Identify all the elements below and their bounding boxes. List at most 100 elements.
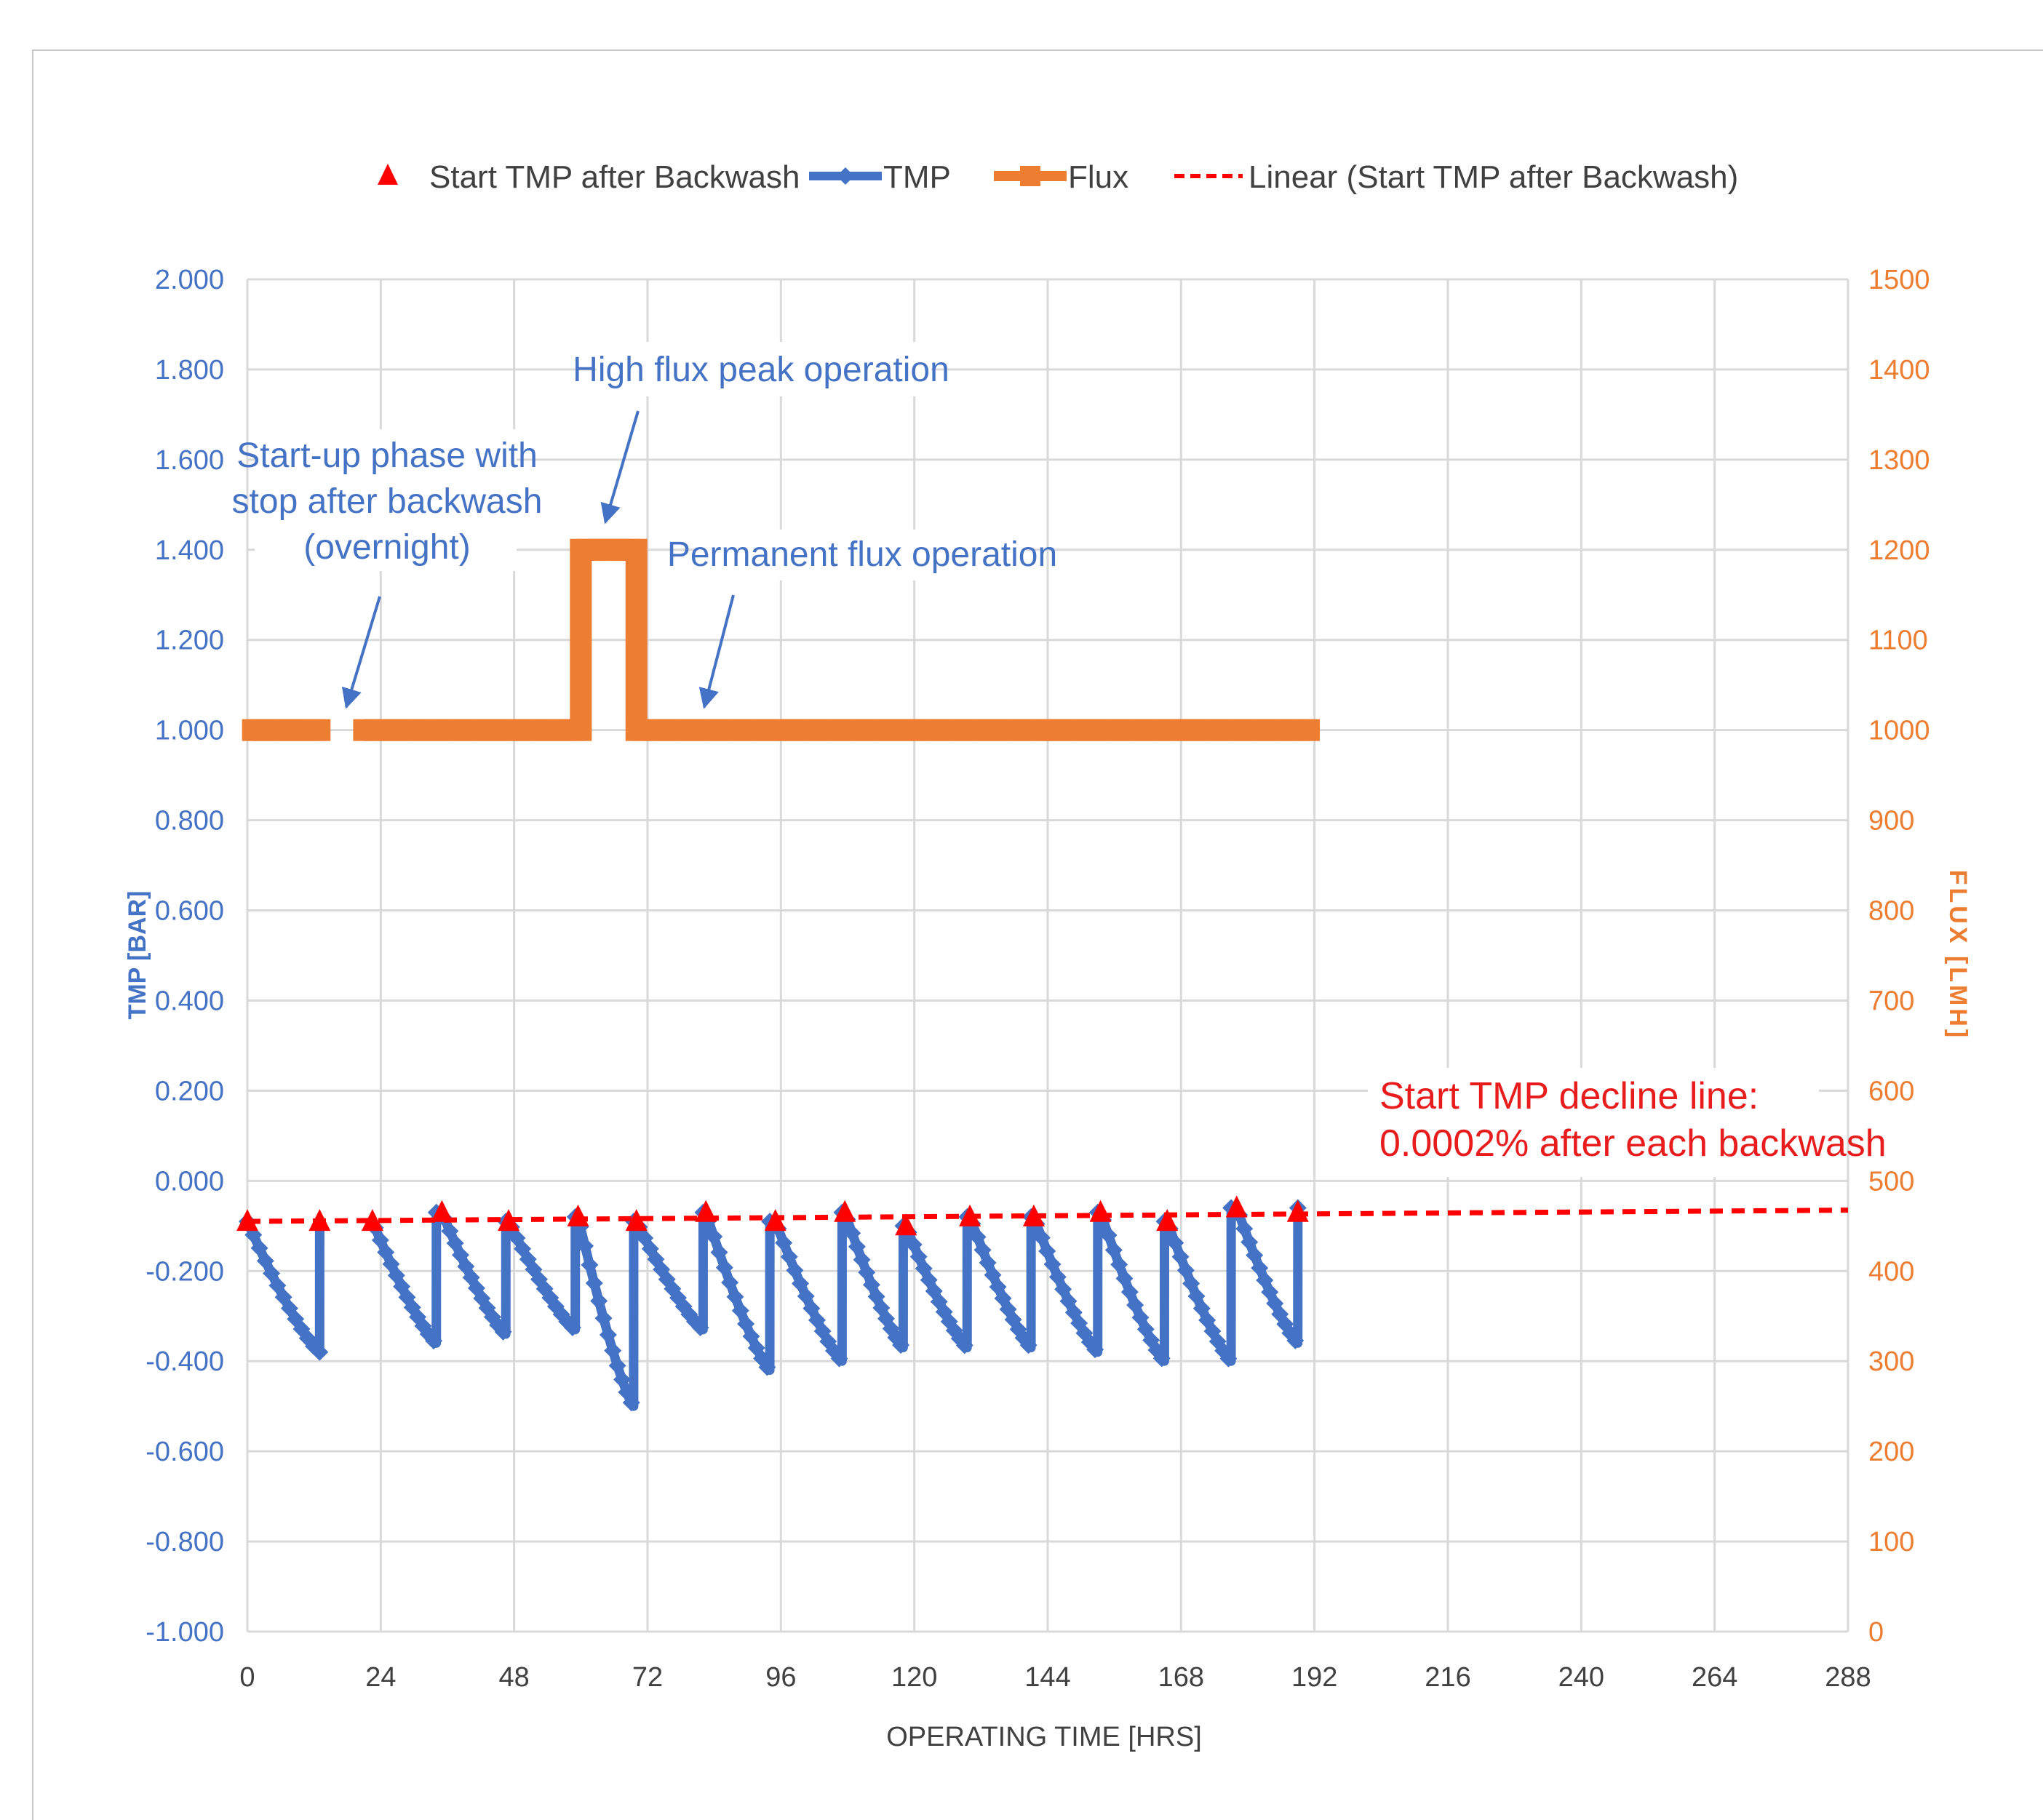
tmp-marker xyxy=(1115,1269,1134,1288)
legend-diamond-icon xyxy=(837,167,854,185)
start-tmp-marker xyxy=(1156,1209,1179,1232)
x-tick-label: 48 xyxy=(499,1662,530,1693)
tmp-marker xyxy=(758,1358,776,1376)
annotation-bg xyxy=(1368,1068,1819,1177)
tmp-marker xyxy=(1120,1283,1139,1301)
annotation-startup-line: Start-up phase with xyxy=(236,436,538,475)
arrow-icon xyxy=(698,594,735,709)
x-tick-label: 144 xyxy=(1024,1662,1070,1693)
y-left-tick-label: 1.400 xyxy=(155,535,224,566)
x-tick-label: 0 xyxy=(239,1662,255,1693)
start-tmp-marker xyxy=(236,1209,258,1232)
tmp-marker xyxy=(1235,1220,1254,1238)
tmp-marker xyxy=(786,1261,804,1280)
tmp-marker xyxy=(792,1274,810,1293)
start-tmp-marker xyxy=(834,1200,856,1222)
y-left-tick-label: 1.600 xyxy=(155,445,224,476)
tmp-marker xyxy=(892,1336,910,1354)
y-left-tick-label: 1.800 xyxy=(155,355,224,386)
tmp-marker xyxy=(848,1237,866,1256)
tmp-marker xyxy=(726,1288,744,1306)
y-left-tick-label: -1.000 xyxy=(146,1617,224,1648)
legend-triangle-icon xyxy=(378,164,398,185)
y-right-tick-label: 1300 xyxy=(1868,445,1930,476)
tmp-marker xyxy=(1152,1349,1171,1368)
annotation-startup-line: (overnight) xyxy=(303,528,470,567)
tmp-marker xyxy=(968,1228,987,1246)
annotations: High flux peak operation Start-up phase w… xyxy=(232,342,1887,1177)
tmp-marker xyxy=(705,1228,723,1246)
tmp-marker xyxy=(1176,1261,1195,1280)
flux-marker xyxy=(564,719,586,741)
start-tmp-marker xyxy=(1022,1204,1045,1226)
x-tick-label: 168 xyxy=(1158,1662,1204,1693)
annotation-high-flux: High flux peak operation xyxy=(573,351,949,389)
tmp-marker xyxy=(737,1314,755,1333)
flux-marker xyxy=(1298,719,1321,741)
start-tmp-marker xyxy=(625,1209,648,1232)
y-left-tick-label: -0.200 xyxy=(146,1256,224,1287)
x-tick-label: 192 xyxy=(1291,1662,1337,1693)
trend-line xyxy=(247,1208,1849,1224)
arrow-icon xyxy=(600,410,640,524)
annotation-decline-line: 0.0002% after each backwash xyxy=(1379,1122,1887,1165)
start-tmp-marker xyxy=(959,1204,981,1226)
y-right-tick-label: 1500 xyxy=(1868,265,1930,295)
tmp-marker xyxy=(250,1239,268,1257)
y-right-tick-label: 300 xyxy=(1868,1346,1914,1377)
start-tmp-marker xyxy=(1225,1195,1248,1218)
y-right-tick-label: 1000 xyxy=(1868,716,1930,746)
start-tmp-marker xyxy=(498,1209,520,1232)
start-tmp-marker xyxy=(1089,1200,1112,1222)
y-right-tick-label: 1200 xyxy=(1868,535,1930,566)
tmp-marker xyxy=(263,1264,281,1282)
tmp-marker xyxy=(1104,1241,1123,1259)
x-tick-label: 72 xyxy=(632,1662,663,1693)
y-left-tick-label: 0.600 xyxy=(155,896,224,927)
tmp-marker xyxy=(1032,1229,1051,1247)
tmp-marker xyxy=(1019,1336,1038,1354)
tmp-marker xyxy=(1048,1268,1067,1286)
x-axis-title: OPERATING TIME [HRS] xyxy=(886,1722,1202,1752)
y-right-tick-label: 500 xyxy=(1868,1166,1914,1197)
tmp-marker xyxy=(780,1248,798,1266)
x-tick-label: 264 xyxy=(1692,1662,1737,1693)
y-right-tick-label: 800 xyxy=(1868,896,1914,927)
chart-frame xyxy=(32,49,2043,1820)
tmp-marker xyxy=(1166,1234,1184,1252)
tmp-marker xyxy=(1043,1256,1062,1274)
tmp-marker xyxy=(425,1332,443,1350)
legend: Start TMP after Backwash TMP Flux Linear (S… xyxy=(378,159,1738,195)
tmp-marker xyxy=(775,1234,793,1252)
tmp-marker xyxy=(830,1349,848,1368)
y-right-axis-title: FLUX [LMH] xyxy=(1944,870,1972,1041)
flux-marker xyxy=(620,538,642,561)
y-right-tick-label: 600 xyxy=(1868,1076,1914,1106)
x-tick-label: 288 xyxy=(1825,1662,1871,1693)
tmp-marker xyxy=(608,1357,626,1375)
tmp-marker xyxy=(797,1287,815,1305)
annotation-bg xyxy=(698,530,1026,580)
y-right-tick-label: 400 xyxy=(1868,1256,1914,1287)
tmp-marker xyxy=(1126,1296,1144,1314)
tmp-marker xyxy=(691,1319,709,1337)
tmp-marker xyxy=(268,1277,287,1295)
tmp-marker xyxy=(1110,1256,1128,1274)
tmp-marker xyxy=(594,1309,613,1328)
tmp-marker xyxy=(715,1258,733,1277)
tmp-marker xyxy=(1171,1248,1190,1266)
x-tick-label: 216 xyxy=(1425,1662,1470,1693)
annotation-permanent-flux: Permanent flux operation xyxy=(667,535,1057,574)
y-left-axis-title: TMP [BAR] xyxy=(124,891,151,1020)
start-tmp-marker xyxy=(361,1209,383,1232)
tmp-marker xyxy=(1240,1233,1259,1251)
tmp-marker xyxy=(1187,1287,1206,1305)
tmp-marker xyxy=(604,1341,622,1360)
start-tmp-marker xyxy=(764,1209,786,1232)
start-tmp-marker xyxy=(1286,1200,1309,1222)
tmp-marker xyxy=(585,1274,603,1293)
tmp-marker xyxy=(843,1224,861,1242)
tmp-marker xyxy=(710,1243,728,1261)
series xyxy=(236,538,1849,1412)
y-left-tick-label: 2.000 xyxy=(155,265,224,295)
